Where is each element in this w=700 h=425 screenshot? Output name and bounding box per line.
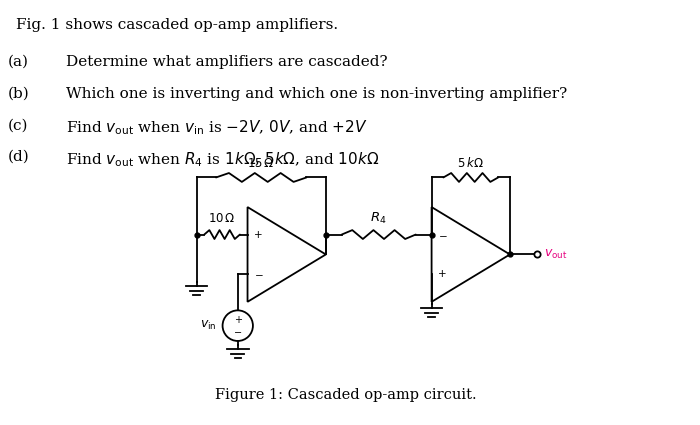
Text: $v_\mathrm{in}$: $v_\mathrm{in}$ xyxy=(200,319,217,332)
Text: +: + xyxy=(438,269,447,279)
Text: (d): (d) xyxy=(8,150,29,164)
Text: (a): (a) xyxy=(8,55,29,69)
Text: $5\,k\Omega$: $5\,k\Omega$ xyxy=(457,156,484,170)
Text: $v_\mathrm{out}$: $v_\mathrm{out}$ xyxy=(544,248,568,261)
Text: Determine what amplifiers are cascaded?: Determine what amplifiers are cascaded? xyxy=(66,55,388,69)
Text: +: + xyxy=(254,230,263,240)
Text: $R_4$: $R_4$ xyxy=(370,210,387,226)
Text: $15\,\Omega$: $15\,\Omega$ xyxy=(248,156,275,170)
Text: +: + xyxy=(234,315,241,325)
Text: Find $v_\mathrm{out}$ when $v_\mathrm{in}$ is $-2V$, $0V$, and $+2V$: Find $v_\mathrm{out}$ when $v_\mathrm{in… xyxy=(66,118,368,137)
Text: (c): (c) xyxy=(8,118,28,132)
Text: Fig. 1 shows cascaded op-amp amplifiers.: Fig. 1 shows cascaded op-amp amplifiers. xyxy=(15,17,337,31)
Text: Which one is inverting and which one is non-inverting amplifier?: Which one is inverting and which one is … xyxy=(66,87,568,101)
Text: (b): (b) xyxy=(8,87,29,101)
Text: $-$: $-$ xyxy=(233,326,242,336)
Text: Figure 1: Cascaded op-amp circuit.: Figure 1: Cascaded op-amp circuit. xyxy=(215,388,476,402)
Text: Find $v_\mathrm{out}$ when $R_4$ is $1k\Omega$, $5k\Omega$, and $10k\Omega$: Find $v_\mathrm{out}$ when $R_4$ is $1k\… xyxy=(66,150,379,169)
Text: $-$: $-$ xyxy=(438,230,448,240)
Text: $10\,\Omega$: $10\,\Omega$ xyxy=(209,212,236,225)
Text: $-$: $-$ xyxy=(254,269,264,279)
